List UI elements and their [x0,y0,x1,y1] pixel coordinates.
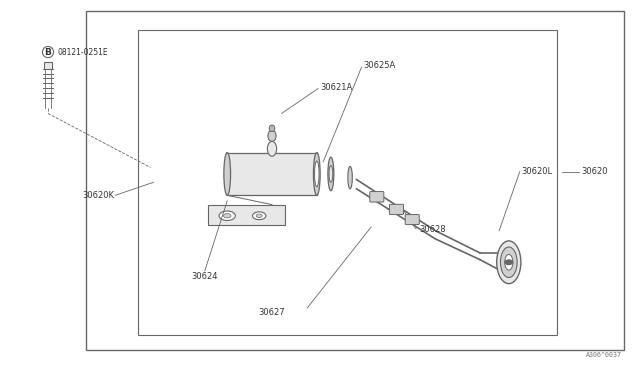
Bar [227,153,317,195]
FancyBboxPatch shape [370,192,384,202]
Ellipse shape [348,167,352,189]
Text: B: B [45,48,51,57]
Text: 30627: 30627 [259,308,285,317]
Bar [86,11,624,350]
Ellipse shape [269,125,275,132]
Text: 30624: 30624 [191,272,218,281]
Ellipse shape [329,166,333,182]
FancyBboxPatch shape [390,204,404,215]
Bar [208,205,285,225]
Circle shape [256,214,262,218]
Text: A306^0037: A306^0037 [586,352,622,358]
Ellipse shape [505,254,513,270]
Circle shape [505,260,513,264]
Text: 30625A: 30625A [364,61,396,70]
Circle shape [223,214,231,218]
Ellipse shape [315,161,319,187]
Ellipse shape [500,247,517,278]
Text: 30620K: 30620K [82,191,114,200]
Ellipse shape [268,141,276,156]
Circle shape [253,212,266,219]
Bar [138,30,557,335]
Text: 30628: 30628 [419,225,446,234]
Text: 08121-0251E: 08121-0251E [58,48,108,57]
Ellipse shape [497,241,521,283]
Ellipse shape [268,130,276,141]
FancyBboxPatch shape [405,215,419,225]
Text: 30620L: 30620L [522,167,553,176]
Ellipse shape [328,157,334,190]
Ellipse shape [314,153,320,195]
Bar [44,62,52,69]
Text: 30621A: 30621A [320,83,352,92]
Circle shape [219,211,236,221]
Ellipse shape [224,153,230,195]
Text: 30620: 30620 [581,167,607,176]
